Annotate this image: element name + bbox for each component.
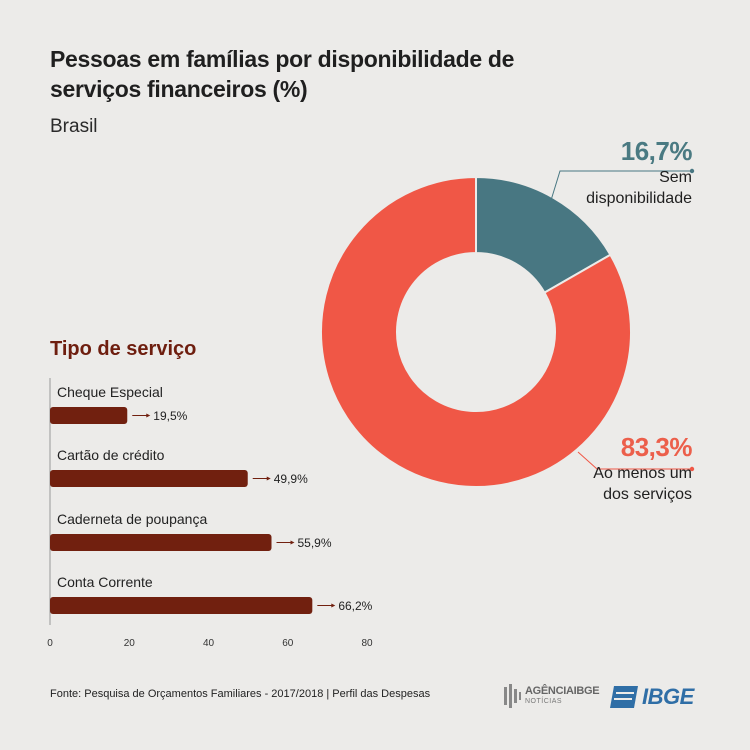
leader-dot <box>689 168 695 174</box>
value-arrow-head <box>290 540 295 545</box>
slice-label-line: dos serviços <box>603 486 692 503</box>
callout-sem-disponibilidade: 16,7% Sem disponibilidade <box>586 136 692 209</box>
ibge-logo-text: IBGE <box>642 684 694 709</box>
bar <box>50 597 313 614</box>
donut-slice <box>320 175 632 488</box>
leader-dot <box>689 466 695 472</box>
x-tick-label: 0 <box>47 638 53 649</box>
bar-value-label: 55,9% <box>298 536 332 550</box>
x-tick-label: 40 <box>203 638 215 649</box>
bar <box>50 534 272 551</box>
agencia-ibge-logo: AGÊNCIAIBGE NOTÍCIAS <box>502 683 600 711</box>
bar-category-label: Caderneta de poupança <box>57 511 207 527</box>
agencia-logo-subtext: NOTÍCIAS <box>525 698 563 705</box>
slice-label: Sem disponibilidade <box>586 167 692 209</box>
bar <box>50 407 128 424</box>
callout-ao-menos-um: 83,3% Ao menos um dos serviços <box>593 432 692 505</box>
x-tick-label: 60 <box>282 638 294 649</box>
x-tick-label: 80 <box>361 638 373 649</box>
agencia-logo-icon <box>504 684 521 708</box>
bar-value-label: 66,2% <box>338 599 372 613</box>
bar-value-label: 19,5% <box>153 409 187 423</box>
bar-chart-title: Tipo de serviço <box>50 338 197 360</box>
slice-value-label: 83,3% <box>620 432 693 462</box>
slice-label-line: Ao menos um <box>593 465 692 482</box>
value-arrow-head <box>266 476 271 481</box>
slice-value-label: 16,7% <box>620 136 693 166</box>
bar-value-label: 49,9% <box>274 472 308 486</box>
slice-label: Ao menos um dos serviços <box>593 463 692 505</box>
agencia-logo-text: AGÊNCIAIBGE <box>525 685 600 697</box>
chart-title: Pessoas em famílias por disponibilidade … <box>50 46 515 102</box>
ibge-logo: IBGE <box>608 684 694 715</box>
slice-label-line: Sem <box>659 169 692 186</box>
ibge-logo-icon <box>610 686 638 708</box>
value-arrow-head <box>331 603 336 608</box>
bar-category-label: Cartão de crédito <box>57 447 165 463</box>
leader-line <box>577 451 692 470</box>
bar <box>50 470 248 487</box>
chart-subtitle: Brasil <box>50 116 98 137</box>
bar-category-label: Cheque Especial <box>57 384 163 400</box>
leader-line <box>549 170 692 205</box>
bar-category-label: Conta Corrente <box>57 574 153 590</box>
x-tick-label: 20 <box>124 638 136 649</box>
source-note: Fonte: Pesquisa de Orçamentos Familiares… <box>50 688 431 700</box>
slice-label-line: disponibilidade <box>586 190 692 207</box>
value-arrow-head <box>146 413 151 418</box>
